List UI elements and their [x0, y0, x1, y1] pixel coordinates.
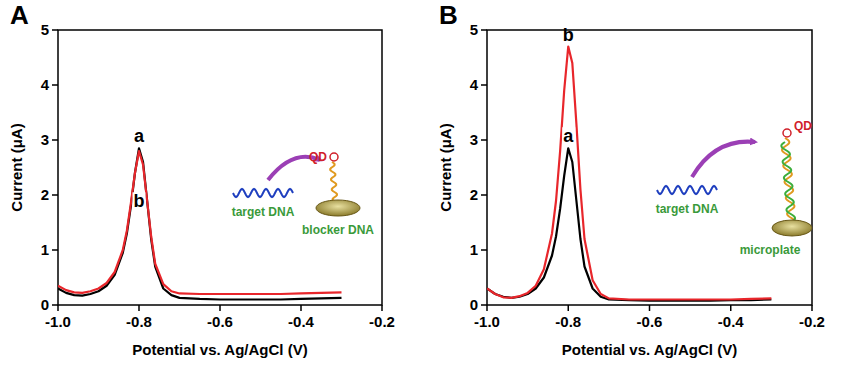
x-tick-label: -0.4 — [718, 313, 745, 330]
probe-strand — [782, 138, 796, 222]
series-line — [58, 151, 342, 294]
panel-letter: A — [10, 0, 29, 30]
label-patch — [562, 127, 575, 145]
series-line — [487, 148, 771, 300]
x-tick — [649, 305, 651, 311]
series-label: b — [134, 191, 145, 211]
x-tick — [811, 305, 813, 311]
y-tick-label: 5 — [41, 21, 49, 38]
x-tick — [568, 305, 570, 311]
inset-label: blocker DNA — [302, 223, 374, 237]
y-tick — [481, 194, 487, 196]
y-tick — [52, 194, 58, 196]
y-tick — [52, 29, 58, 31]
x-axis-title: Potential vs. Ag/AgCl (V) — [132, 341, 307, 358]
x-tick — [381, 305, 383, 311]
y-axis-title: Current (μA) — [437, 123, 454, 211]
y-tick-label: 3 — [41, 131, 49, 148]
x-tick-label: -0.8 — [126, 313, 152, 330]
inset: target DNA QD blocker DNA — [232, 150, 375, 237]
surface — [772, 220, 812, 236]
y-tick-label: 0 — [41, 296, 49, 313]
plot-area — [487, 47, 771, 301]
y-tick — [52, 139, 58, 141]
series-labels: ab — [562, 25, 575, 147]
x-tick-label: -0.2 — [799, 313, 825, 330]
x-tick-label: -0.6 — [637, 313, 663, 330]
target-strand — [233, 189, 293, 197]
x-tick — [138, 305, 140, 311]
figure: A -1.0 -0.8 -0.6 -0.4 -0.2 0 1 2 3 4 5 Potential vs.… — [0, 0, 846, 368]
capture-strand — [781, 142, 795, 222]
inset-label: QD — [309, 150, 327, 164]
panel-letter: B — [439, 0, 458, 30]
y-tick — [52, 84, 58, 86]
x-tick-label: -0.8 — [555, 313, 581, 330]
quantum-dot — [783, 129, 791, 137]
x-tick — [300, 305, 302, 311]
panel: A -1.0 -0.8 -0.6 -0.4 -0.2 0 1 2 3 4 5 Potential vs.… — [8, 0, 395, 358]
plot-frame — [58, 30, 382, 305]
series-label: b — [563, 25, 574, 45]
x-axis-title: Potential vs. Ag/AgCl (V) — [562, 341, 737, 358]
plot-area — [58, 148, 342, 299]
y-tick-label: 4 — [470, 76, 479, 93]
x-tick — [219, 305, 221, 311]
quantum-dot — [330, 153, 338, 161]
inset-label: QD — [794, 119, 812, 133]
y-tick-label: 0 — [470, 296, 478, 313]
x-tick-label: -1.0 — [45, 313, 71, 330]
y-tick-label: 2 — [470, 186, 478, 203]
x-tick — [730, 305, 732, 311]
x-tick-label: -0.6 — [207, 313, 233, 330]
label-patch — [133, 192, 146, 210]
x-tick-label: -0.4 — [288, 313, 315, 330]
y-tick — [52, 304, 58, 306]
panel: B -1.0 -0.8 -0.6 -0.4 -0.2 0 1 2 3 4 5 Potential vs.… — [437, 0, 825, 358]
y-tick-label: 4 — [41, 76, 50, 93]
y-axis-title: Current (μA) — [8, 123, 25, 211]
y-tick — [52, 249, 58, 251]
inset: target DNA QD microplate — [656, 119, 813, 257]
inset-label: target DNA — [232, 205, 295, 219]
y-tick-label: 5 — [470, 21, 478, 38]
series-label: a — [134, 126, 145, 146]
y-tick-label: 1 — [41, 241, 49, 258]
y-tick-label: 2 — [41, 186, 49, 203]
plot-frame — [487, 30, 812, 305]
arrow — [692, 142, 755, 177]
probe-strand — [330, 162, 337, 202]
series-labels: ab — [133, 126, 146, 211]
y-tick — [481, 29, 487, 31]
x-tick — [486, 305, 488, 311]
x-tick — [57, 305, 59, 311]
y-tick — [481, 304, 487, 306]
inset-label: target DNA — [656, 202, 719, 216]
y-tick — [481, 139, 487, 141]
series-line — [487, 47, 771, 300]
series-label: a — [563, 126, 574, 146]
y-tick-label: 1 — [470, 241, 478, 258]
inset-label: microplate — [740, 243, 801, 257]
y-tick-label: 3 — [470, 131, 478, 148]
surface — [316, 200, 360, 216]
x-tick-label: -0.2 — [369, 313, 395, 330]
x-tick-label: -1.0 — [474, 313, 500, 330]
target-strand — [657, 186, 717, 194]
series-line — [58, 148, 342, 299]
y-tick — [481, 249, 487, 251]
y-tick — [481, 84, 487, 86]
